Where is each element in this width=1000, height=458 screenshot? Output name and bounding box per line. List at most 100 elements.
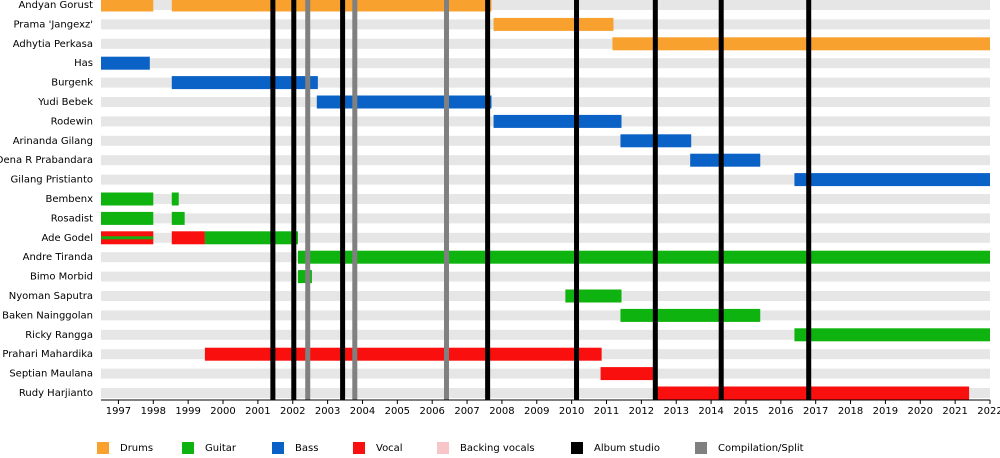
row-stripe [101, 232, 990, 243]
member-name: Ricky Rangga [25, 330, 93, 341]
legend-swatch [182, 442, 194, 454]
row-stripe [101, 388, 990, 398]
member-bar [612, 37, 990, 51]
row-stripe [101, 329, 990, 340]
x-tick-label: 2005 [385, 406, 410, 417]
row-stripe [101, 310, 990, 321]
member-bar [101, 0, 154, 12]
event-line [574, 0, 580, 400]
member-name: Has [74, 58, 93, 69]
row-stripe [101, 271, 990, 282]
member-bar [794, 328, 990, 342]
x-tick-label: 2009 [524, 406, 549, 417]
x-tick-label: 2008 [489, 406, 514, 417]
legend-label: Album studio [594, 443, 660, 454]
member-bar [171, 211, 185, 225]
member-bar [565, 289, 622, 303]
legend-label: Backing vocals [460, 443, 535, 454]
x-tick-label: 2003 [315, 406, 340, 417]
legend-swatch [571, 442, 583, 454]
row-stripe [101, 213, 990, 224]
row-stripe [101, 77, 990, 88]
member-bar [204, 231, 298, 245]
legend-label: Guitar [205, 443, 237, 454]
member-name: Dena R Prabandara [0, 155, 93, 166]
x-tick-label: 2001 [245, 406, 270, 417]
member-bar [690, 153, 761, 167]
event-line [305, 0, 311, 400]
row-stripe [101, 194, 990, 204]
x-tick-label: 2016 [768, 406, 793, 417]
member-name: Gilang Pristianto [11, 175, 93, 186]
event-line [340, 0, 346, 400]
row-stripe [101, 135, 990, 146]
member-bar [171, 0, 492, 12]
legend-swatch [97, 442, 109, 454]
member-name: Bimo Morbid [30, 272, 93, 283]
member-name: Septian Maulana [9, 369, 93, 380]
legend-label: Compilation/Split [718, 443, 804, 454]
member-bar [794, 173, 990, 187]
x-tick-label: 2017 [803, 406, 828, 417]
member-name: Prahari Mahardika [2, 349, 93, 360]
member-bar [493, 114, 622, 128]
member-name: Bembenx [45, 194, 93, 205]
member-name: Arinanda Gilang [13, 136, 93, 147]
legend-swatch [695, 442, 707, 454]
x-tick-label: 2022 [977, 406, 1000, 417]
event-line [652, 0, 658, 400]
member-bar [656, 386, 970, 400]
x-tick-label: 2018 [838, 406, 863, 417]
member-bar [204, 347, 602, 361]
event-line [806, 0, 812, 400]
x-tick-label: 2020 [908, 406, 933, 417]
member-name: Nyoman Saputra [9, 291, 93, 302]
member-name: Prama 'Jangexz' [13, 19, 93, 30]
member-bar [101, 192, 154, 206]
member-name: Ade Godel [42, 233, 94, 244]
member-bar [297, 250, 991, 264]
row-stripe [101, 38, 990, 49]
legend-label: Vocal [376, 443, 403, 454]
row-stripe [101, 174, 990, 185]
row-stripe [101, 368, 990, 379]
event-line [291, 0, 297, 400]
member-bar [101, 236, 154, 240]
x-tick-label: 1997 [106, 406, 131, 417]
member-name: Baken Nainggolan [2, 310, 93, 321]
member-name: Andyan Gorust [18, 0, 93, 11]
member-name: Burgenk [51, 78, 93, 89]
legend-label: Bass [295, 443, 318, 454]
row-stripe [101, 97, 990, 107]
legend-swatch [437, 442, 449, 454]
member-bar [171, 192, 179, 206]
member-name: Rosadist [51, 213, 93, 224]
member-bar [171, 76, 318, 90]
row-stripe [101, 291, 990, 301]
row-stripe [101, 155, 990, 166]
x-tick-label: 2006 [419, 406, 444, 417]
member-name: Adhytia Perkasa [13, 39, 93, 50]
x-tick-label: 2013 [664, 406, 689, 417]
x-tick-label: 2012 [629, 406, 654, 417]
x-tick-label: 2019 [873, 406, 898, 417]
x-tick-label: 2021 [942, 406, 967, 417]
member-bar [101, 56, 150, 70]
x-tick-label: 2004 [350, 406, 375, 417]
member-bar [620, 308, 761, 322]
member-bar [171, 231, 205, 245]
event-line [485, 0, 491, 400]
legend-label: Drums [120, 443, 153, 454]
row-stripe [101, 0, 990, 10]
legend-swatch [272, 442, 284, 454]
legend-swatch [353, 442, 365, 454]
member-bar [101, 211, 154, 225]
x-tick-label: 2011 [594, 406, 619, 417]
x-tick-label: 1999 [175, 406, 200, 417]
row-stripe [101, 58, 990, 69]
x-tick-label: 2014 [698, 406, 723, 417]
event-line [270, 0, 276, 400]
event-line [352, 0, 358, 400]
x-tick-label: 2000 [210, 406, 235, 417]
